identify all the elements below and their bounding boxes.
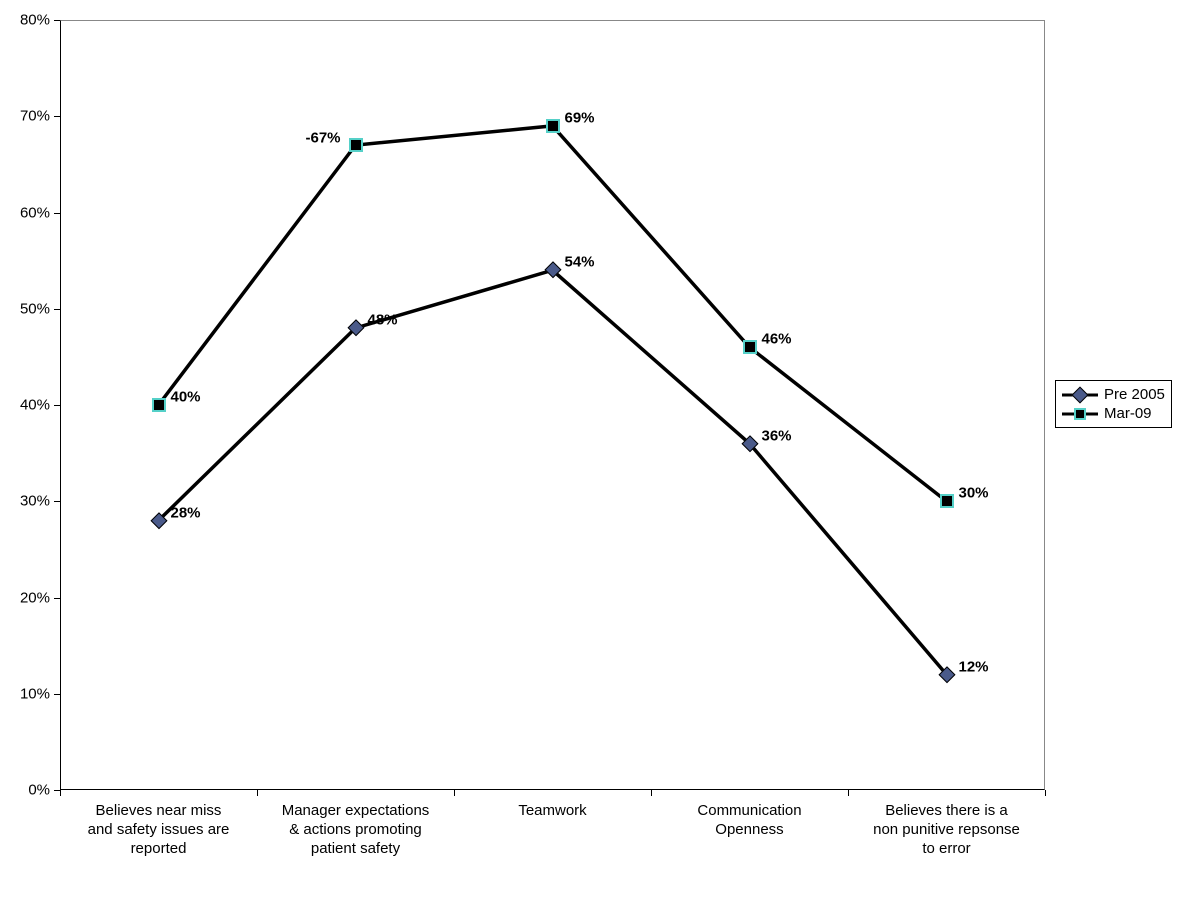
y-tick-label: 10% — [0, 685, 50, 702]
x-tick-label: Believes near missand safety issues arer… — [65, 802, 252, 858]
data-label: 69% — [565, 109, 595, 126]
x-tick-mark — [651, 790, 652, 796]
marker-square — [546, 119, 560, 133]
legend-label: Mar-09 — [1104, 405, 1152, 422]
chart-container: 28% 48% 54% 36% 12% 40% -67% 69% 46% 30% 0% 10% 20%… — [0, 0, 1200, 900]
data-label: -67% — [306, 130, 341, 147]
x-tick-mark — [257, 790, 258, 796]
lines-layer — [0, 0, 1200, 900]
data-label: 36% — [762, 427, 792, 444]
y-tick-mark — [54, 501, 60, 502]
data-label: 46% — [762, 331, 792, 348]
data-label: 30% — [959, 485, 989, 502]
x-tick-label: Teamwork — [459, 802, 646, 821]
y-tick-label: 40% — [0, 397, 50, 414]
legend-label: Pre 2005 — [1104, 386, 1165, 403]
y-tick-mark — [54, 598, 60, 599]
y-tick-label: 50% — [0, 300, 50, 317]
x-tick-label: Believes there is anon punitive repsonse… — [853, 802, 1040, 858]
y-tick-mark — [54, 213, 60, 214]
y-tick-label: 30% — [0, 493, 50, 510]
legend-swatch — [1062, 407, 1098, 421]
y-tick-label: 60% — [0, 204, 50, 221]
y-tick-label: 80% — [0, 12, 50, 29]
series-line — [159, 126, 947, 501]
x-tick-mark — [60, 790, 61, 796]
data-label: 54% — [565, 254, 595, 271]
marker-diamond — [1072, 386, 1089, 403]
legend-item: Pre 2005 — [1062, 386, 1165, 403]
y-tick-label: 70% — [0, 108, 50, 125]
y-tick-mark — [54, 20, 60, 21]
x-tick-mark — [1045, 790, 1046, 796]
x-tick-label: CommunicationOpenness — [656, 802, 843, 840]
marker-square — [743, 340, 757, 354]
y-tick-label: 20% — [0, 589, 50, 606]
x-tick-mark — [454, 790, 455, 796]
data-label: 48% — [368, 312, 398, 329]
data-label: 40% — [171, 389, 201, 406]
y-tick-mark — [54, 405, 60, 406]
legend: Pre 2005 Mar-09 — [1055, 380, 1172, 428]
marker-square — [940, 494, 954, 508]
marker-square — [1074, 408, 1086, 420]
marker-square — [349, 138, 363, 152]
x-tick-label: Manager expectations& actions promotingp… — [262, 802, 449, 858]
legend-item: Mar-09 — [1062, 405, 1165, 422]
x-tick-mark — [848, 790, 849, 796]
data-label: 12% — [959, 658, 989, 675]
y-tick-mark — [54, 116, 60, 117]
y-tick-mark — [54, 309, 60, 310]
y-tick-mark — [54, 694, 60, 695]
series-line — [159, 270, 947, 674]
y-tick-label: 0% — [0, 782, 50, 799]
legend-swatch — [1062, 388, 1098, 402]
data-label: 28% — [171, 504, 201, 521]
marker-square — [152, 398, 166, 412]
